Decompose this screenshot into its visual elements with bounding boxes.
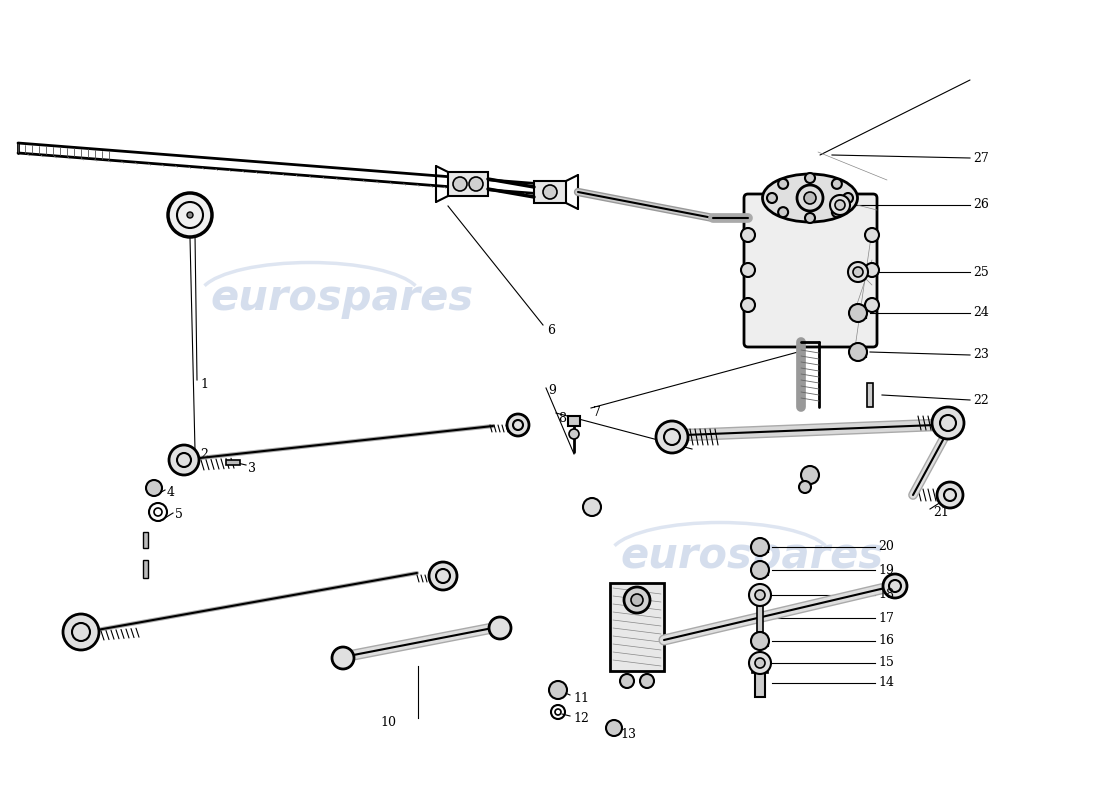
Circle shape — [865, 263, 879, 277]
Circle shape — [755, 590, 764, 600]
Bar — [610, 583, 664, 671]
Circle shape — [741, 263, 755, 277]
Circle shape — [656, 421, 688, 453]
Circle shape — [848, 262, 868, 282]
Text: 27: 27 — [974, 151, 989, 165]
Circle shape — [631, 594, 644, 606]
Circle shape — [798, 185, 823, 211]
Text: 3: 3 — [248, 462, 256, 474]
Text: 13: 13 — [620, 729, 636, 742]
Circle shape — [805, 173, 815, 183]
Text: 9: 9 — [548, 383, 556, 397]
Circle shape — [624, 587, 650, 613]
Circle shape — [620, 674, 634, 688]
Circle shape — [832, 207, 842, 217]
Text: 25: 25 — [974, 266, 989, 278]
Text: 17: 17 — [878, 611, 894, 625]
Text: eurospares: eurospares — [210, 277, 473, 319]
Circle shape — [640, 674, 654, 688]
Text: 10: 10 — [379, 717, 396, 730]
Text: 24: 24 — [974, 306, 989, 319]
Circle shape — [749, 584, 771, 606]
Circle shape — [429, 562, 456, 590]
Bar — [143, 532, 148, 548]
Ellipse shape — [762, 174, 858, 222]
Text: 14: 14 — [878, 677, 894, 690]
Circle shape — [843, 193, 852, 203]
Circle shape — [801, 466, 820, 484]
Bar — [534, 181, 566, 203]
Bar — [448, 172, 488, 196]
Circle shape — [606, 720, 621, 736]
Circle shape — [543, 185, 557, 199]
Circle shape — [805, 213, 815, 223]
Circle shape — [168, 193, 212, 237]
Text: 7: 7 — [593, 406, 601, 419]
FancyBboxPatch shape — [744, 194, 877, 347]
Circle shape — [883, 574, 908, 598]
Circle shape — [932, 407, 964, 439]
Text: 16: 16 — [878, 634, 894, 647]
Circle shape — [865, 228, 879, 242]
Circle shape — [778, 207, 788, 217]
Bar — [757, 604, 763, 632]
Bar — [752, 665, 768, 673]
Circle shape — [332, 647, 354, 669]
Circle shape — [849, 343, 867, 361]
Circle shape — [187, 212, 192, 218]
Circle shape — [751, 561, 769, 579]
Text: 12: 12 — [573, 711, 588, 725]
Circle shape — [835, 200, 845, 210]
Text: 1: 1 — [200, 378, 208, 391]
Circle shape — [830, 195, 850, 215]
Bar — [143, 560, 148, 578]
Text: 15: 15 — [878, 657, 894, 670]
Circle shape — [146, 480, 162, 496]
Text: 19: 19 — [878, 563, 894, 577]
Text: 2: 2 — [200, 449, 208, 462]
Bar — [568, 416, 580, 426]
Circle shape — [751, 538, 769, 556]
Text: eurospares: eurospares — [620, 535, 883, 577]
Circle shape — [751, 632, 769, 650]
Text: 11: 11 — [573, 691, 588, 705]
Circle shape — [799, 481, 811, 493]
Text: 21: 21 — [933, 506, 949, 518]
Circle shape — [755, 658, 764, 668]
Circle shape — [767, 193, 777, 203]
Text: 18: 18 — [878, 589, 894, 602]
Text: 22: 22 — [974, 394, 989, 406]
Circle shape — [63, 614, 99, 650]
Circle shape — [865, 298, 879, 312]
Text: 6: 6 — [547, 323, 556, 337]
Text: 20: 20 — [878, 541, 894, 554]
Circle shape — [832, 179, 842, 189]
Circle shape — [549, 681, 566, 699]
Circle shape — [937, 482, 962, 508]
Circle shape — [804, 192, 816, 204]
Text: 26: 26 — [974, 198, 989, 211]
Circle shape — [749, 652, 771, 674]
Bar — [755, 669, 764, 697]
Circle shape — [778, 179, 788, 189]
Bar — [867, 383, 873, 407]
Circle shape — [849, 304, 867, 322]
Circle shape — [741, 228, 755, 242]
Bar — [226, 460, 240, 465]
Circle shape — [490, 617, 512, 639]
Text: 8: 8 — [558, 411, 566, 425]
Circle shape — [741, 298, 755, 312]
Circle shape — [852, 267, 864, 277]
Circle shape — [169, 445, 199, 475]
Text: 4: 4 — [167, 486, 175, 499]
Circle shape — [507, 414, 529, 436]
Circle shape — [569, 429, 579, 439]
Circle shape — [583, 498, 601, 516]
Circle shape — [453, 177, 468, 191]
Text: 5: 5 — [175, 509, 183, 522]
Circle shape — [469, 177, 483, 191]
Text: 23: 23 — [974, 349, 989, 362]
